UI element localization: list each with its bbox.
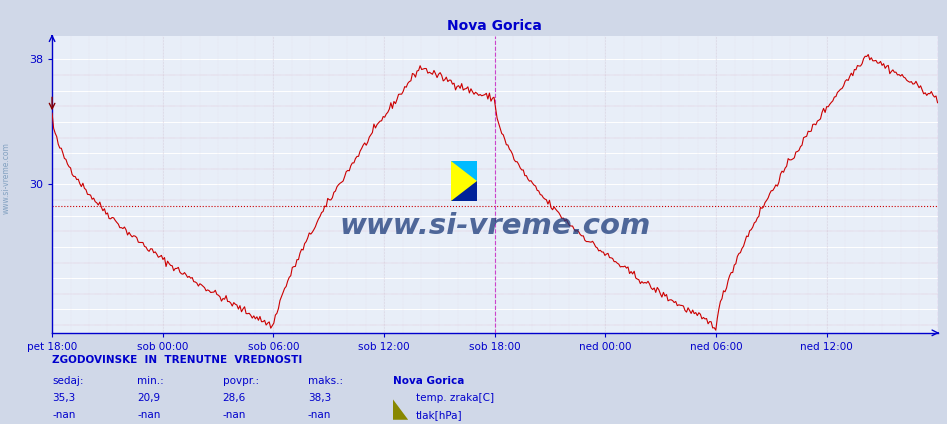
Text: 38,3: 38,3 [308,393,331,403]
Text: tlak[hPa]: tlak[hPa] [416,410,462,420]
Text: -nan: -nan [223,410,246,420]
Text: ZGODOVINSKE  IN  TRENUTNE  VREDNOSTI: ZGODOVINSKE IN TRENUTNE VREDNOSTI [52,354,302,365]
Polygon shape [451,161,477,181]
Text: -nan: -nan [308,410,331,420]
Text: povpr.:: povpr.: [223,376,259,386]
Text: temp. zraka[C]: temp. zraka[C] [416,393,493,403]
Text: sedaj:: sedaj: [52,376,83,386]
Text: min.:: min.: [137,376,164,386]
Text: www.si-vreme.com: www.si-vreme.com [339,212,651,240]
Text: 20,9: 20,9 [137,393,160,403]
Text: 35,3: 35,3 [52,393,76,403]
Text: 28,6: 28,6 [223,393,246,403]
Polygon shape [451,181,477,201]
Text: -nan: -nan [52,410,76,420]
Text: maks.:: maks.: [308,376,343,386]
Text: www.si-vreme.com: www.si-vreme.com [2,142,11,214]
Polygon shape [393,399,408,420]
Title: Nova Gorica: Nova Gorica [447,20,543,33]
Text: Nova Gorica: Nova Gorica [393,376,464,386]
Text: -nan: -nan [137,410,161,420]
